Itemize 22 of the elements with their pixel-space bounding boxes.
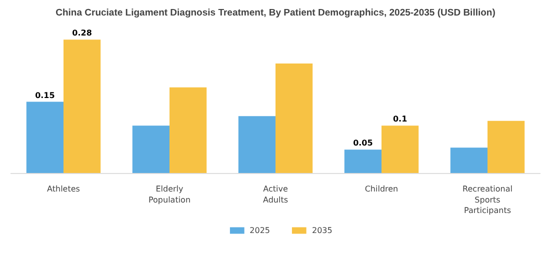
bar: [26, 102, 64, 174]
data-label: 0.1: [392, 114, 408, 124]
legend-label: 2035: [312, 225, 332, 235]
legend-label: 2025: [250, 225, 270, 235]
x-tick-label: Recreational Sports Participants: [462, 184, 512, 216]
bar: [344, 150, 382, 174]
bar: [382, 126, 419, 174]
bar: [170, 87, 207, 174]
chart-title: China Cruciate Ligament Diagnosis Treatment, By Patient Demographics, 2025-2035 (USD Billion): [56, 8, 496, 18]
bar: [238, 116, 276, 174]
bar: [64, 40, 101, 174]
bar: [450, 148, 488, 174]
data-label: 0.05: [353, 138, 374, 148]
x-tick-label: Active Adults: [262, 184, 288, 204]
x-tick-label: Children: [364, 184, 398, 194]
x-tick-label: Elderly Population: [148, 184, 191, 204]
data-label: 0.15: [35, 90, 56, 100]
data-label: 0.28: [72, 28, 92, 38]
bar: [488, 120, 525, 174]
bar: [132, 126, 170, 174]
x-tick-label: Athletes: [47, 184, 80, 194]
bar: [276, 63, 313, 174]
